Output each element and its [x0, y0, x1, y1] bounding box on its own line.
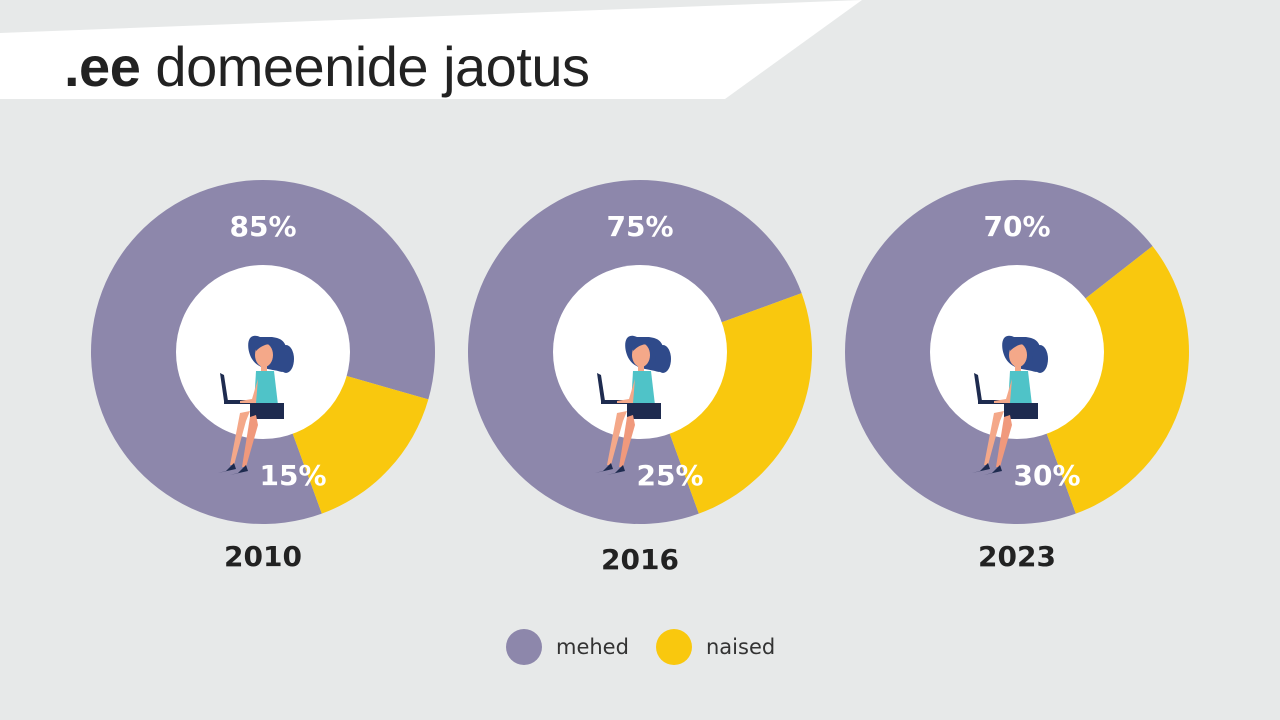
year-label-2016: 2016 [601, 543, 679, 576]
label-mehed-2010: 85% [229, 210, 296, 243]
page-title-prefix: .ee [64, 35, 141, 98]
page-title: .ee domeenide jaotus [64, 32, 590, 102]
label-naised-2023: 30% [1013, 459, 1080, 492]
legend-label-naised: naised [706, 635, 776, 659]
label-mehed-2016: 75% [606, 210, 673, 243]
page-title-rest: domeenide jaotus [140, 35, 590, 98]
label-naised-2016: 25% [636, 459, 703, 492]
legend-swatch-mehed [506, 629, 542, 665]
woman-with-laptop-icon [972, 335, 1048, 475]
label-naised-2010: 15% [259, 459, 326, 492]
legend-label-mehed: mehed [556, 635, 629, 659]
legend-swatch-naised [656, 629, 692, 665]
woman-with-laptop-icon [218, 335, 294, 475]
year-label-2023: 2023 [978, 540, 1056, 573]
title-banner [0, 0, 862, 99]
label-mehed-2023: 70% [983, 210, 1050, 243]
woman-with-laptop-icon [595, 335, 671, 475]
year-label-2010: 2010 [224, 540, 302, 573]
slice-naised-2023 [1017, 246, 1189, 514]
